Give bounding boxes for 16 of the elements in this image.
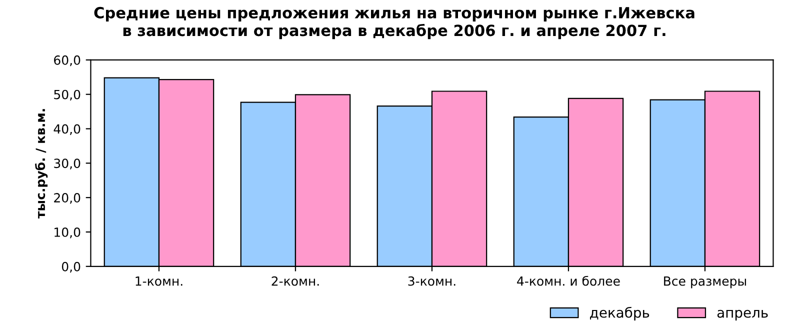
legend-label: апрель <box>717 310 768 320</box>
x-tick-label: Все размеры <box>664 276 746 288</box>
y-tick-label: 50,0 <box>54 90 80 101</box>
y-tick-label: 20,0 <box>54 193 80 204</box>
x-tick-label: 2-комн. <box>272 276 319 286</box>
y-tick-label: 10,0 <box>54 227 80 238</box>
y-tick-label: 30,0 <box>54 158 80 170</box>
x-tick-label: 3-комн. <box>408 276 456 286</box>
y-tick-label: 40,0 <box>54 124 80 135</box>
y-tick-label: 0,0 <box>62 262 80 273</box>
legend-label: декабрь <box>590 306 650 320</box>
y-axis-title: тыс.руб. / кв.м. <box>35 109 48 218</box>
x-tick-label: 4-комн. и более <box>517 276 620 286</box>
y-tick-label: 60,0 <box>54 55 80 66</box>
chart-title: Средние цены предложения жилья на вторичном рынке г.Ижевска в зависимости от размера в декабре 2006 г. и апреле 2007 г. <box>94 6 694 40</box>
x-tick-label: 1-комн. <box>136 276 182 286</box>
